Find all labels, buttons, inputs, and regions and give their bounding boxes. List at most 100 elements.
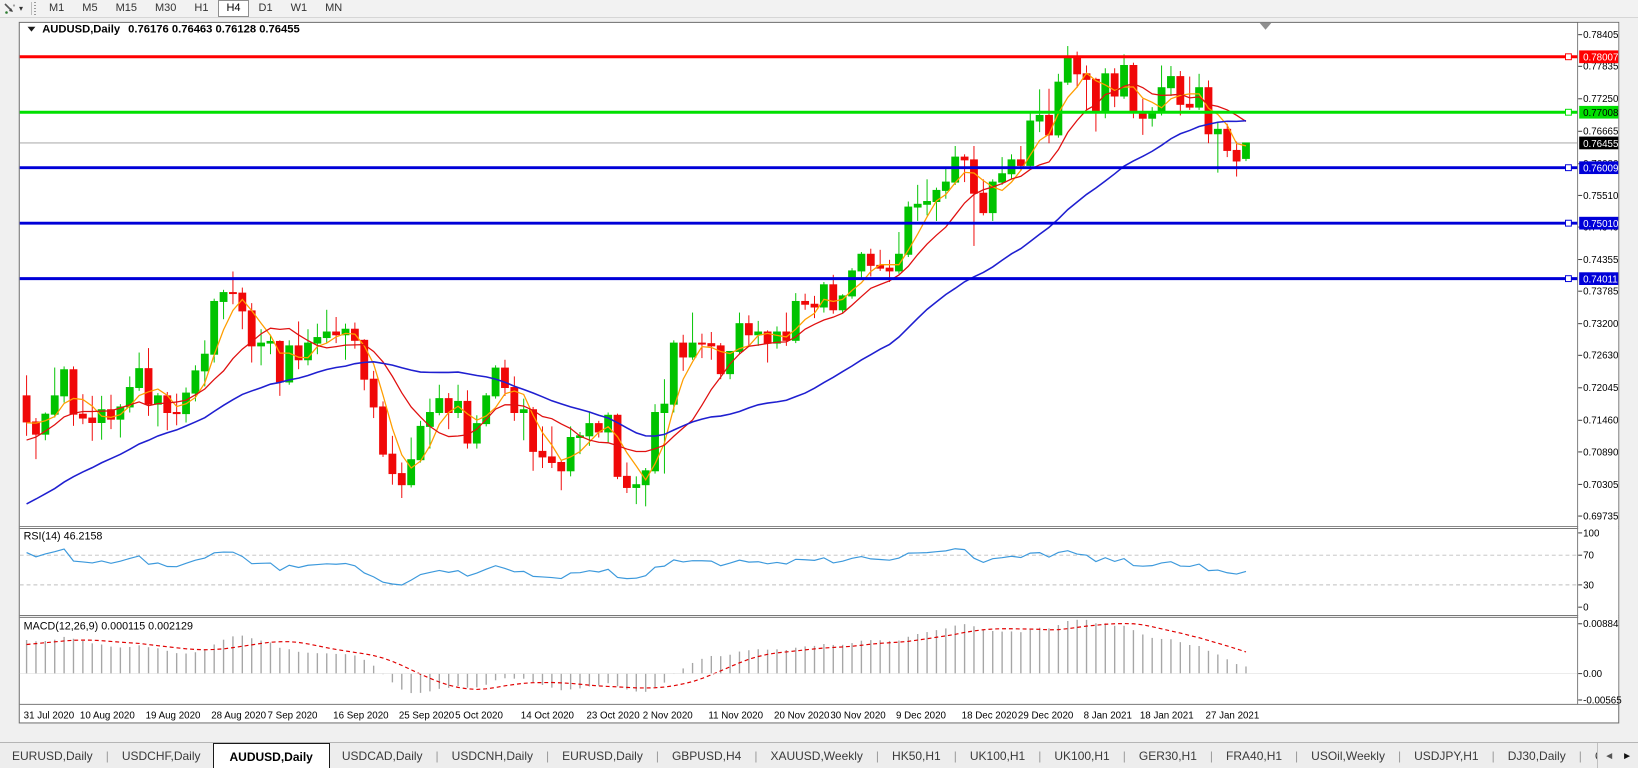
candle <box>632 476 641 505</box>
timeframe-button-m5[interactable]: M5 <box>82 2 98 14</box>
hline-handle[interactable] <box>1565 275 1572 283</box>
timeframe-buttons-group: M1 M5 M15 M30 H1 H4 D1 W1 MN <box>40 0 351 17</box>
chart-menu-triangle-icon[interactable] <box>27 26 36 32</box>
symbol-tab-uk100-h1[interactable]: UK100,H1 <box>969 749 1026 763</box>
candle <box>698 333 706 359</box>
date-axis-label: 18 Jan 2021 <box>1140 711 1194 722</box>
symbol-tab-xauusd-weekly[interactable]: XAUUSD,Weekly <box>770 749 863 763</box>
chart-shift-marker-icon[interactable] <box>1259 22 1272 30</box>
date-axis-label: 29 Dec 2020 <box>1018 711 1074 722</box>
date-axis-label: 8 Jan 2021 <box>1084 711 1132 722</box>
candle <box>979 179 988 216</box>
timeframe-button-m30[interactable]: M30 <box>154 2 177 14</box>
candle <box>107 394 115 430</box>
candle <box>322 309 331 344</box>
price-axis-tick: 0.70890 <box>1583 447 1619 458</box>
candle <box>304 329 312 366</box>
price-axis-tick: 0.77250 <box>1583 94 1619 105</box>
symbol-tab-eurusd-daily[interactable]: EURUSD,Daily <box>562 749 643 763</box>
tab-scroll-left-icon[interactable]: ◄ <box>1604 750 1615 762</box>
symbol-tab-dj30-daily[interactable]: DJ30,Daily <box>1507 749 1566 763</box>
date-axis-label: 20 Nov 2020 <box>774 711 830 722</box>
candle <box>501 359 509 396</box>
price-label-box: 0.74011 <box>1583 275 1618 286</box>
hline-handle[interactable] <box>1565 53 1572 61</box>
hline-handle[interactable] <box>1565 219 1572 227</box>
crosshair-cursor-icon[interactable] <box>2 1 18 16</box>
tab-separator: | <box>754 749 758 763</box>
candle <box>726 350 734 380</box>
toolbar-grip-handle[interactable] <box>31 2 38 15</box>
candle <box>1167 66 1175 97</box>
candle <box>285 340 294 385</box>
hline-handle[interactable] <box>1565 164 1572 172</box>
rsi-indicator-label: RSI(14) 46.2158 <box>24 531 103 543</box>
candle <box>1035 89 1044 133</box>
ma-line <box>26 119 1247 505</box>
price-label-box: 0.76009 <box>1583 164 1618 175</box>
macd-axis-tick: 0.00884 <box>1583 619 1619 630</box>
symbol-tab-ger30-h1[interactable]: GER30,H1 <box>1138 749 1197 763</box>
symbol-tab-usdchf-daily[interactable]: USDCHF,Daily <box>121 749 201 763</box>
tab-separator: | <box>1122 749 1126 763</box>
date-axis-layer: 31 Jul 2020 10 Aug 2020 19 Aug 2020 28 Aug … <box>24 711 1260 722</box>
tab-separator: | <box>1209 749 1214 763</box>
timeframe-button-w1[interactable]: W1 <box>290 2 308 14</box>
symbol-tab-eurusd-daily[interactable]: EURUSD,Daily <box>12 749 93 763</box>
symbol-tab-audusd-daily[interactable]: AUDUSD,Daily <box>212 743 330 768</box>
tool-dropdown-caret-icon[interactable]: ▾ <box>19 4 24 13</box>
ma-line <box>26 72 1247 482</box>
symbol-tab-fra40-h1[interactable]: FRA40,H1 <box>1226 749 1283 763</box>
tab-separator: | <box>1038 749 1042 763</box>
symbol-tab-uk100-h1[interactable]: UK100,H1 <box>1054 749 1110 763</box>
candle <box>707 331 716 360</box>
timeframe-button-mn[interactable]: MN <box>325 2 343 14</box>
date-axis-label: 5 Oct 2020 <box>455 711 503 722</box>
date-axis-label: 9 Dec 2020 <box>896 711 947 722</box>
symbol-tab-usdcnh-daily[interactable]: USDCNH,Daily <box>451 749 534 763</box>
timeframe-button-m15[interactable]: M15 <box>115 2 137 14</box>
date-axis-label: 27 Jan 2021 <box>1206 711 1260 722</box>
rsi-panel-layer: 100 70 30 0 <box>19 528 1600 614</box>
tab-scroll-controls: ◄ ► <box>1597 743 1638 768</box>
candle <box>41 412 50 441</box>
macd-indicator-label: MACD(12,26,9) 0.000115 0.002129 <box>24 621 193 633</box>
date-axis-label: 28 Aug 2020 <box>211 711 266 722</box>
timeframe-button-d1[interactable]: D1 <box>258 2 273 14</box>
rsi-axis-tick: 70 <box>1583 551 1594 562</box>
candle <box>1110 68 1119 108</box>
price-axis-tick: 0.71460 <box>1583 416 1619 427</box>
symbol-tab-bar: EURUSD,Daily | USDCHF,Daily AUDUSD,Daily USD… <box>0 742 1638 768</box>
symbol-tab-usdjpy-h1[interactable]: USDJPY,H1 <box>1414 749 1479 763</box>
candle <box>857 252 866 280</box>
candle <box>491 365 500 399</box>
price-axis-tick: 0.74355 <box>1583 255 1619 266</box>
rsi-axis-tick: 0 <box>1583 603 1589 614</box>
candle <box>1232 141 1241 177</box>
date-axis-label: 25 Sep 2020 <box>399 711 455 722</box>
timeframe-button-m1[interactable]: M1 <box>49 2 65 14</box>
chart-window-frame <box>18 21 1620 724</box>
symbol-tab-hk50-h1[interactable]: HK50,H1 <box>892 749 941 763</box>
candle <box>482 393 491 427</box>
candle <box>819 282 828 313</box>
tab-scroll-right-icon[interactable]: ► <box>1622 750 1632 762</box>
price-axis-tick: 0.78405 <box>1583 30 1619 41</box>
candle <box>547 426 556 469</box>
candle <box>1185 76 1194 110</box>
chart-area[interactable]: 0.784050.778350.772500.766650.760800.755… <box>0 17 1638 742</box>
candle <box>60 366 69 403</box>
timeframe-button-h1[interactable]: H1 <box>194 2 209 14</box>
candle <box>1176 71 1185 116</box>
tab-separator: | <box>1491 749 1495 763</box>
candle <box>294 321 303 370</box>
price-label-box: 0.76455 <box>1583 139 1619 150</box>
symbol-tab-gbpusd-h4[interactable]: GBPUSD,H4 <box>671 749 742 763</box>
candle <box>904 201 913 258</box>
symbol-tab-china300-h1[interactable]: CHINA300,H1 <box>1583 745 1597 767</box>
hline-handle[interactable] <box>1565 108 1572 116</box>
symbol-tab-usoil-weekly[interactable]: USOil,Weekly <box>1311 749 1385 763</box>
timeframe-button-h4[interactable]: H4 <box>218 0 249 17</box>
price-axis-tick: 0.72045 <box>1583 383 1619 394</box>
symbol-tab-usdcad-daily[interactable]: USDCAD,Daily <box>341 749 423 763</box>
